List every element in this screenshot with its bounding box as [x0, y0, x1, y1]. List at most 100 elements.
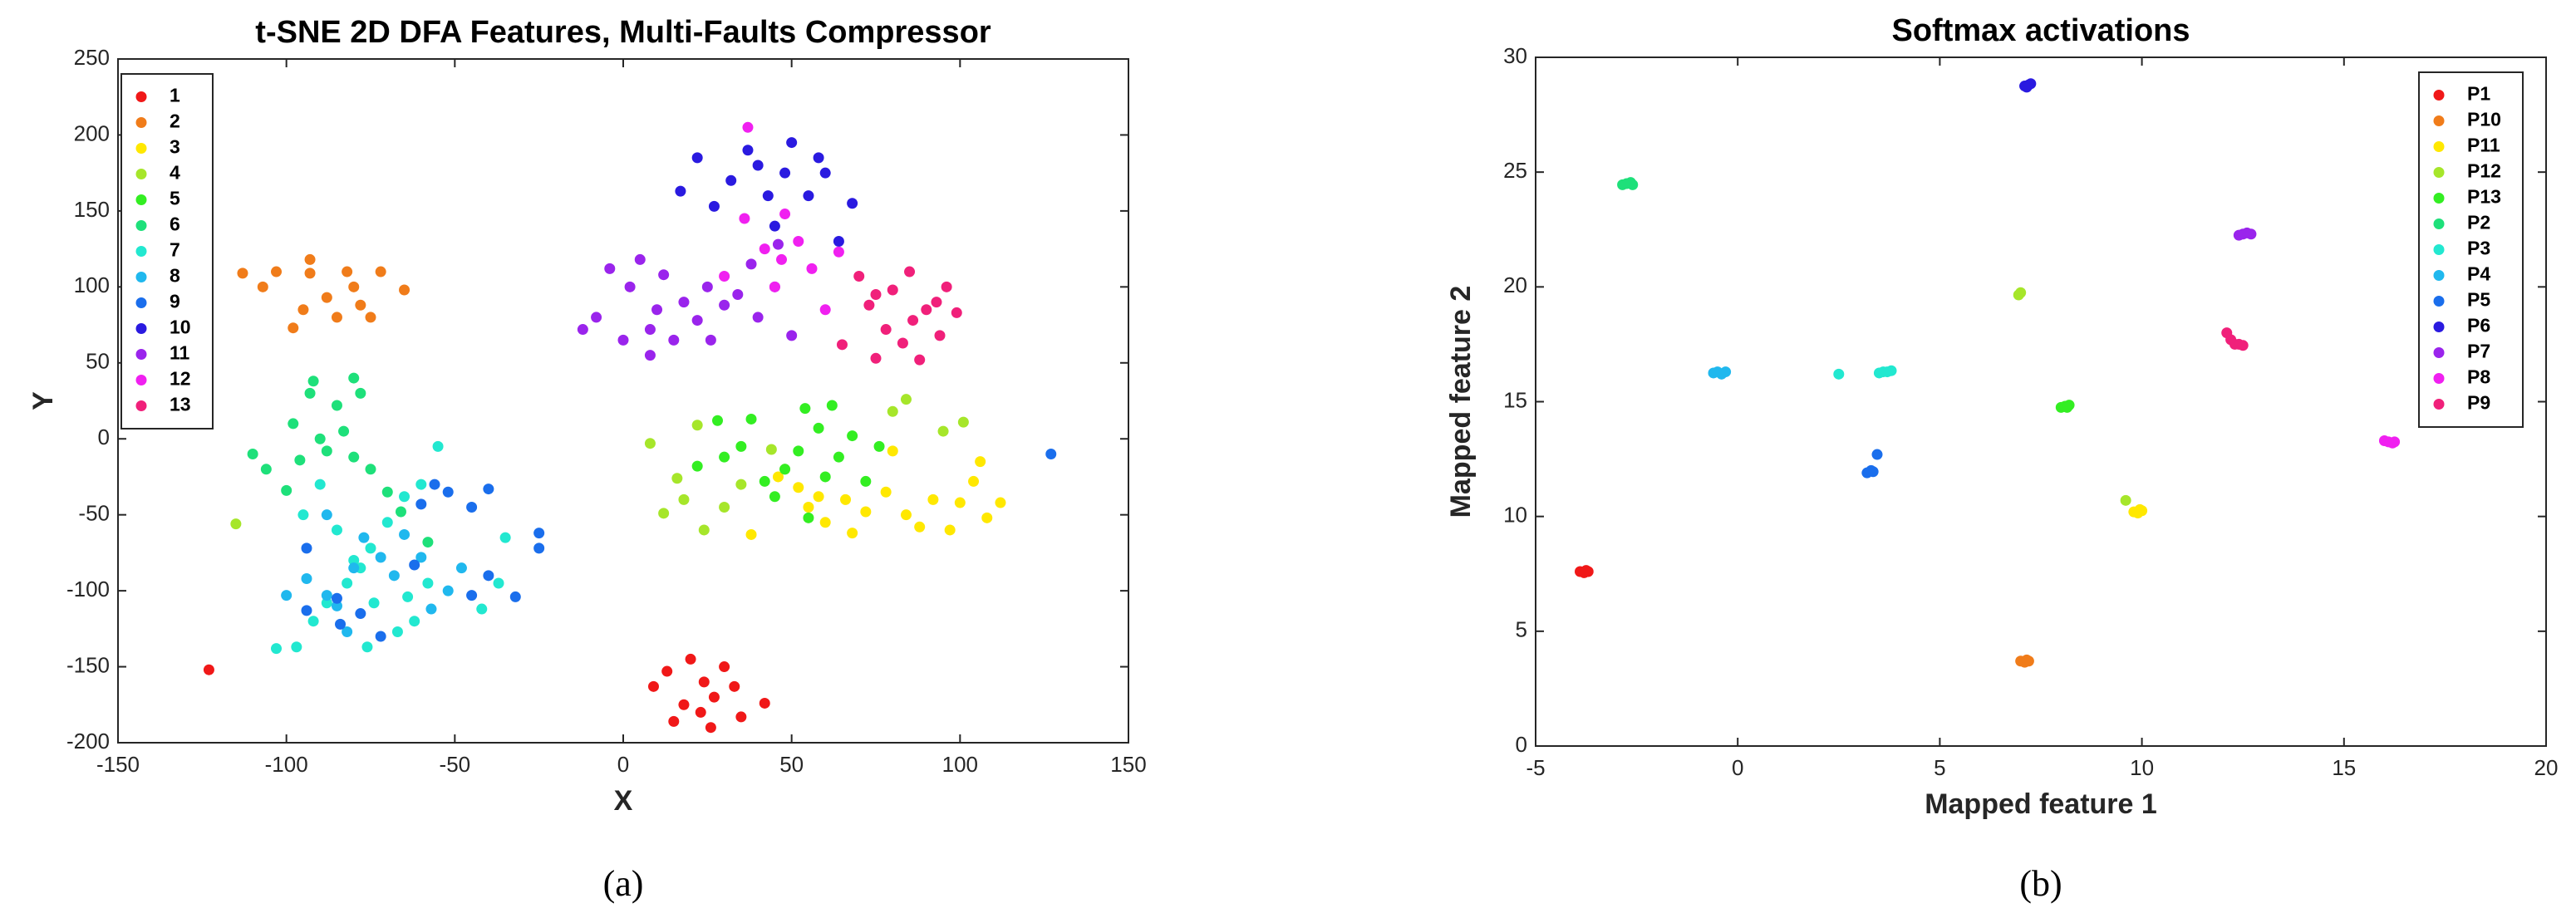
legend-label: 8 — [170, 265, 180, 287]
scatter-point — [2021, 81, 2033, 93]
legend-box — [120, 73, 214, 430]
scatter-point — [2120, 494, 2131, 506]
scatter-point — [870, 352, 882, 364]
scatter-point — [331, 592, 342, 604]
x-axis-label: X — [614, 785, 633, 817]
scatter-point — [759, 475, 770, 487]
scatter-point — [873, 440, 885, 452]
scatter-point — [304, 268, 316, 279]
x-tick-label: 0 — [617, 752, 629, 777]
scatter-point — [975, 456, 986, 468]
scatter-point — [2245, 228, 2257, 240]
scatter-point — [335, 618, 347, 630]
legend-label: 6 — [170, 214, 180, 235]
scatter-point — [288, 418, 299, 430]
scatter-point — [288, 322, 299, 334]
scatter-point — [247, 449, 258, 460]
legend-marker — [2433, 322, 2445, 332]
scatter-point — [745, 528, 757, 540]
scatter-point — [307, 376, 319, 387]
scatter-point — [533, 542, 545, 554]
scatter-point — [375, 266, 386, 277]
scatter-point — [493, 577, 504, 589]
scatter-point — [711, 415, 723, 426]
scatter-point — [409, 616, 420, 627]
scatter-point — [793, 235, 804, 247]
scatter-point — [779, 167, 791, 179]
scatter-point — [658, 508, 670, 519]
scatter-point — [297, 509, 309, 521]
scatter-point — [314, 433, 326, 444]
scatter-point — [914, 354, 926, 366]
scatter-point — [833, 246, 844, 258]
legend-label: P1 — [2467, 83, 2490, 105]
y-tick-label: 15 — [1503, 387, 1527, 412]
scatter-point — [813, 422, 824, 434]
scatter-point — [735, 479, 747, 490]
legend-label: P9 — [2467, 392, 2490, 414]
caption: (a) — [603, 863, 644, 904]
scatter-point — [2062, 401, 2073, 413]
scatter-point — [348, 555, 360, 567]
scatter-point — [708, 200, 720, 212]
scatter-point — [2134, 503, 2146, 515]
scatter-point — [230, 518, 242, 530]
scatter-point — [237, 268, 248, 279]
scatter-point — [415, 479, 427, 490]
scatter-point — [1045, 449, 1057, 460]
scatter-point — [651, 304, 663, 316]
scatter-point — [483, 570, 494, 582]
scatter-point — [772, 238, 784, 250]
scatter-point — [331, 312, 342, 323]
scatter-point — [836, 339, 848, 351]
scatter-point — [691, 420, 703, 431]
scatter-point — [321, 292, 332, 303]
y-tick-label: 250 — [74, 45, 110, 70]
scatter-point — [759, 243, 770, 255]
scatter-point — [840, 493, 852, 505]
x-tick-label: 100 — [942, 752, 978, 777]
scatter-point — [701, 281, 713, 292]
scatter-point — [957, 416, 969, 428]
scatter-point — [476, 603, 488, 615]
scatter-point — [257, 281, 268, 292]
scatter-point — [691, 460, 703, 472]
scatter-point — [887, 445, 898, 457]
legend-marker — [135, 400, 147, 411]
scatter-point — [348, 372, 360, 384]
scatter-point — [2021, 654, 2033, 665]
x-tick-label: -5 — [1526, 755, 1545, 780]
scatter-point — [847, 430, 858, 442]
scatter-point — [900, 394, 912, 405]
scatter-point — [1581, 565, 1592, 577]
scatter-point — [732, 288, 744, 300]
scatter-point — [678, 699, 690, 710]
scatter-point — [281, 590, 293, 601]
scatter-point — [803, 512, 814, 523]
legend-marker — [2433, 115, 2445, 126]
y-tick-label: 30 — [1503, 43, 1527, 68]
scatter-point — [934, 330, 946, 341]
scatter-point — [880, 486, 892, 498]
scatter-point — [887, 284, 898, 296]
legend-label: P11 — [2467, 135, 2500, 156]
legend-marker — [2433, 399, 2445, 410]
scatter-point — [729, 680, 740, 692]
scatter-point — [719, 299, 730, 311]
y-tick-label: 50 — [86, 349, 110, 374]
legend-marker — [2433, 270, 2445, 281]
scatter-point — [455, 562, 467, 574]
legend-label: 4 — [170, 162, 180, 184]
scatter-point — [833, 451, 844, 463]
scatter-point — [644, 438, 656, 449]
scatter-point — [735, 711, 747, 723]
x-tick-label: 150 — [1110, 752, 1146, 777]
scatter-point — [342, 266, 353, 277]
caption: (b) — [2019, 863, 2062, 904]
scatter-point — [260, 464, 272, 475]
scatter-point — [314, 479, 326, 490]
scatter-point — [887, 405, 898, 417]
scatter-point — [1867, 466, 1879, 478]
scatter-point — [833, 235, 844, 247]
